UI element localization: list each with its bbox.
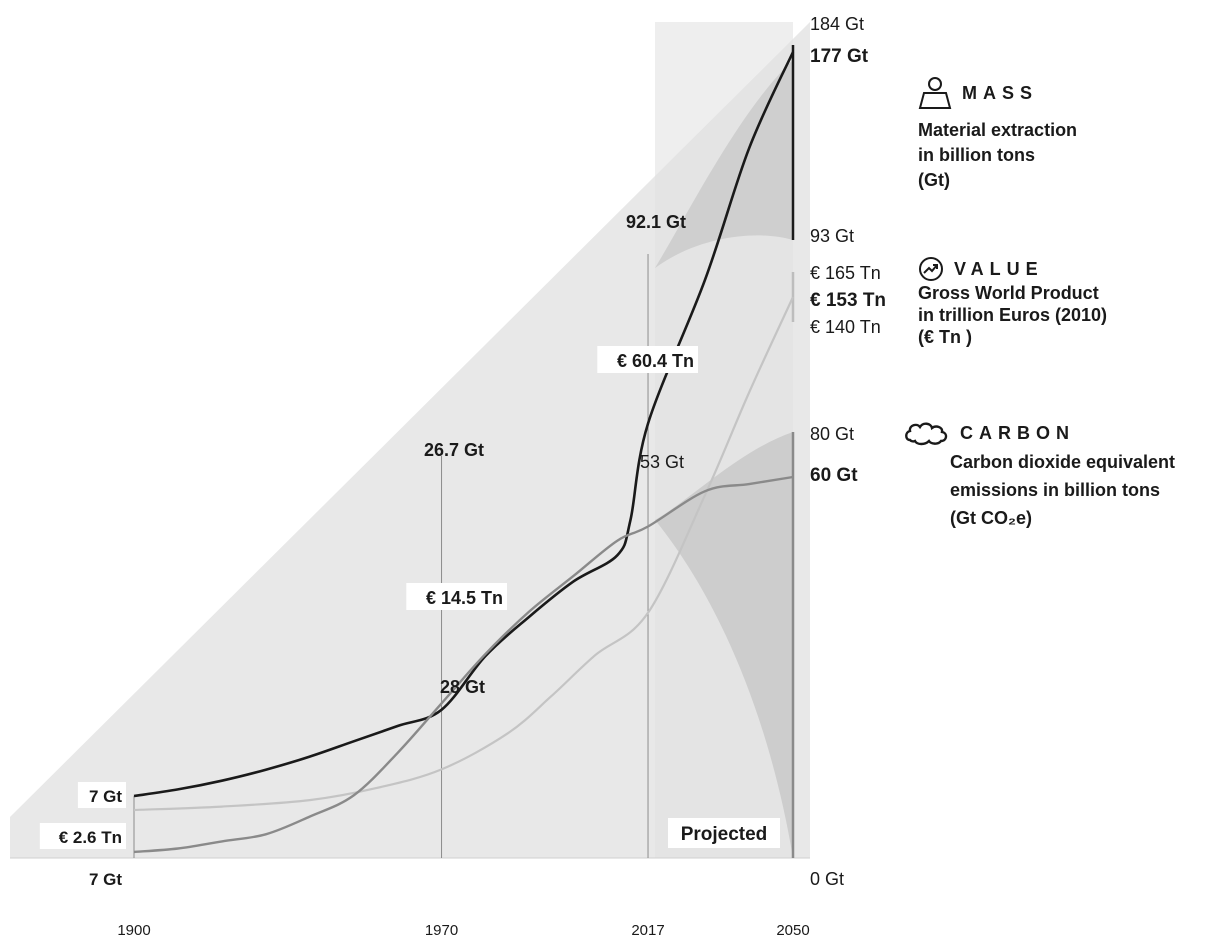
legend-carbon-title: CARBON (960, 422, 1075, 443)
carbon-label-y1970: 28 Gt (440, 677, 485, 697)
legend-carbon: CARBON Carbon dioxide equivalent emissio… (904, 420, 1175, 532)
label-backdrop (77, 782, 126, 808)
legend-value-line: (€ Tn ) (918, 327, 972, 347)
value-label-start: € 2.6 Tn (59, 828, 122, 847)
carbon-line (133, 475, 794, 854)
mass-label-start: 7 Gt (89, 787, 122, 806)
cloud-icon (905, 422, 948, 446)
value-label-end-high: € 165 Tn (810, 263, 881, 283)
carbon-label-start: 7 Gt (89, 870, 122, 889)
carbon-projection-range (655, 432, 793, 858)
x-tick-label: 2017 (631, 922, 664, 939)
label-backdrop (597, 346, 698, 373)
mass-label-y1970: 26.7 Gt (424, 440, 484, 460)
mass-line (133, 51, 795, 798)
value-label-end-low: € 140 Tn (810, 317, 881, 337)
legend-mass-line: Material extraction (918, 120, 1078, 140)
mass-label-end-low: 93 Gt (810, 226, 854, 246)
mass-label-end-high: 184 Gt (810, 14, 864, 34)
projected-label-backdrop (668, 818, 780, 848)
background-wedge (10, 22, 810, 858)
legend-carbon-line: Carbon dioxide equivalent (950, 452, 1176, 472)
value-label-y2017: € 60.4 Tn (617, 351, 694, 371)
x-tick-label: 1970 (425, 922, 458, 939)
value-label-y1970: € 14.5 Tn (426, 588, 503, 608)
legend-mass-line: (Gt) (918, 170, 950, 190)
carbon-label-end-mid: 60 Gt (810, 465, 858, 486)
label-backdrop (39, 823, 127, 849)
legend-value: VALUE Gross World Product in trillion Eu… (918, 256, 1107, 348)
legend-mass-title: MASS (962, 82, 1039, 103)
legend-carbon-line: (Gt CO₂e) (950, 508, 1032, 528)
legend-value-title: VALUE (954, 258, 1044, 279)
legend-mass-line: in billion tons (918, 145, 1035, 165)
carbon-label-end-low: 0 Gt (810, 869, 844, 889)
weight-icon (918, 77, 952, 109)
label-backdrop (406, 583, 507, 610)
x-tick-label: 1900 (117, 922, 150, 939)
value-line (133, 296, 794, 812)
legend-value-line: Gross World Product (918, 283, 1099, 303)
carbon-label-y2017: 53 Gt (640, 452, 684, 472)
label-backdrop (77, 865, 126, 891)
carbon-label-end-high: 80 Gt (810, 424, 854, 444)
projected-label: Projected (681, 824, 768, 845)
mass-label-end-mid: 177 Gt (810, 46, 869, 67)
growth-arrow-icon (919, 257, 943, 281)
mass-label-y2017: 92.1 Gt (626, 212, 686, 232)
legend-mass: MASS Material extraction in billion tons… (918, 76, 1077, 193)
value-label-end-mid: € 153 Tn (810, 290, 886, 311)
x-tick-label: 2050 (776, 922, 809, 939)
legend-carbon-line: emissions in billion tons (950, 480, 1161, 500)
mass-projection-range (655, 60, 793, 268)
legend-value-line: in trillion Euros (2010) (918, 305, 1108, 325)
